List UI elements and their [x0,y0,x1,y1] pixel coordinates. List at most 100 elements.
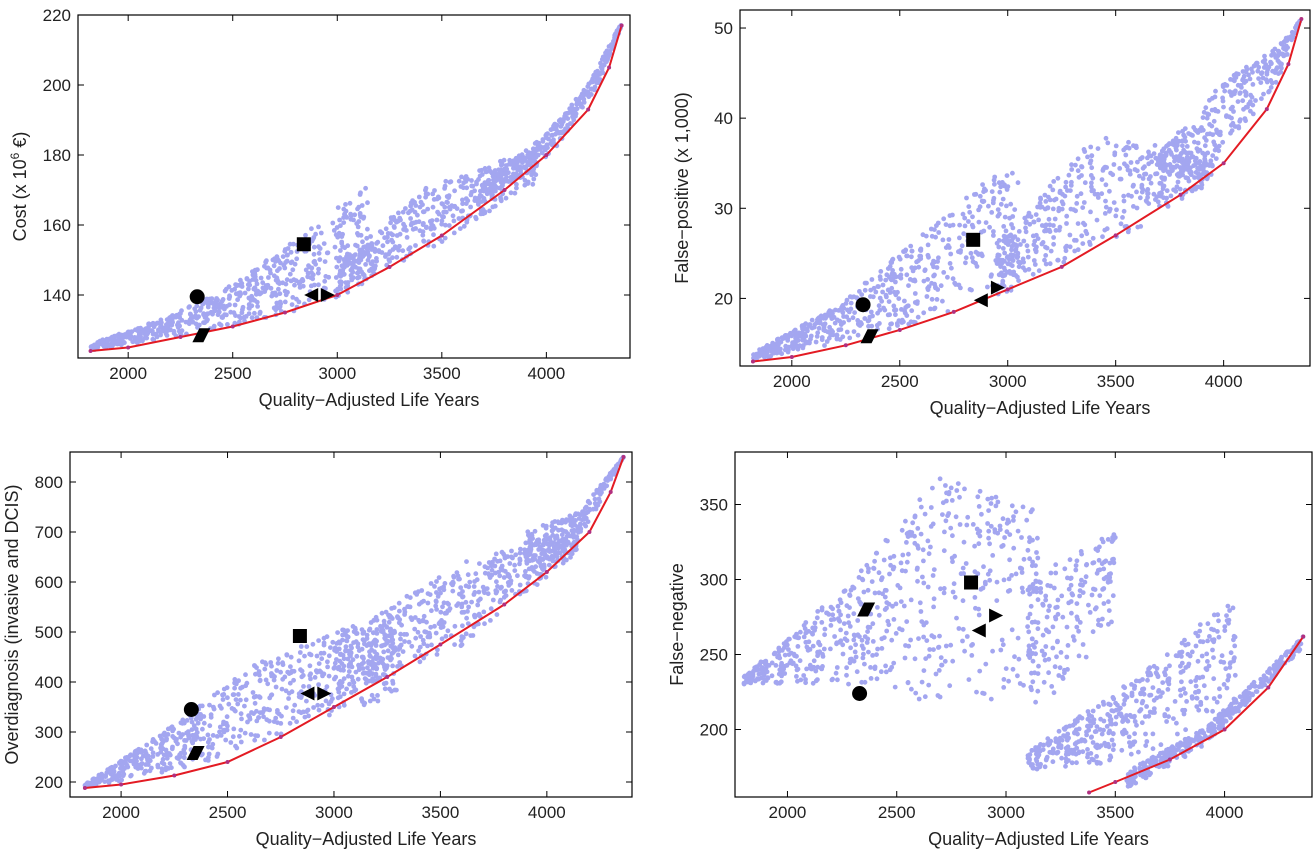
scatter-point [1262,53,1267,59]
scatter-point [488,606,494,612]
scatter-point [348,660,353,665]
scatter-point [1057,665,1063,671]
scatter-point [898,599,904,604]
scatter-point [885,538,890,544]
scatter-point [327,712,332,718]
scatter-point [780,336,786,341]
scatter-point [243,672,248,678]
scatter-point [103,344,109,350]
scatter-point [962,648,967,654]
scatter-point [290,267,296,273]
scatter-point [438,590,443,596]
scatter-point [903,305,909,310]
scatter-point [171,726,177,732]
scatter-point [868,309,874,315]
scatter-point [311,244,317,250]
scatter-point [1064,654,1070,660]
scatter-point [957,522,963,527]
scatter-point [948,525,954,531]
scatter-point [338,248,343,253]
scatter-point [594,73,600,79]
scatter-point [377,229,383,235]
scatter-point [321,241,327,247]
scatter-point [523,569,528,574]
scatter-point [1024,517,1030,523]
scatter-point [1087,242,1093,248]
scatter-point [562,547,568,552]
scatter-point [797,658,803,664]
scatter-point [207,723,213,729]
scatter-point [347,200,353,206]
scatter-point [208,714,214,720]
scatter-point [920,547,926,553]
scatter-point [375,698,381,704]
scatter-point [1040,240,1046,245]
scatter-point [538,556,543,562]
scatter-point [1027,556,1032,562]
scatter-point [341,206,347,212]
scatter-point [527,544,533,550]
scatter-point [490,192,495,198]
scatter-point [351,680,357,685]
scatter-point [991,229,996,234]
scatter-point [334,264,340,270]
scatter-point [988,501,994,506]
scatter-point [1033,571,1039,577]
scatter-point [1003,240,1009,246]
scatter-point [342,260,348,266]
scatter-point [802,626,808,632]
scatter-point [243,683,249,689]
scatter-point [904,272,910,278]
scatter-point [1111,200,1117,206]
scatter-point [955,481,961,486]
scatter-point [296,299,302,305]
scatter-point [1027,611,1033,617]
scatter-point [460,635,466,640]
scatter-point [928,505,934,510]
scatter-point [1200,115,1206,120]
scatter-point [806,639,812,645]
scatter-point [582,505,588,511]
scatter-point [1148,180,1154,186]
scatter-point [980,182,985,188]
scatter-point [1053,228,1059,233]
scatter-point [1121,147,1127,153]
scatter-point [175,741,180,747]
scatter-point [1000,278,1006,284]
scatter-point [786,652,792,657]
scatter-point [263,677,269,683]
scatter-point [285,289,290,295]
scatter-point [481,609,487,615]
scatter-point [1023,220,1029,226]
scatter-point [1101,566,1107,572]
scatter-point [1075,156,1081,162]
scatter-point [243,697,249,703]
scatter-point [888,562,893,568]
scatter-point [544,554,550,560]
scatter-point [942,529,947,535]
scatter-point [420,232,426,238]
scatter-point [497,573,503,579]
scatter-point [1134,189,1139,195]
scatter-point [756,671,762,677]
scatter-point [236,692,241,697]
scatter-point [940,298,945,304]
scatter-point [332,660,338,666]
scatter-point [563,529,569,535]
scatter-point [970,522,976,527]
scatter-point [360,654,366,660]
scatter-point [989,189,995,195]
scatter-point [755,667,761,672]
scatter-point [1113,213,1119,219]
scatter-point [937,694,943,700]
scatter-point [339,239,345,245]
scatter-point [341,220,347,226]
scatter-point [1213,156,1219,162]
scatter-point [1101,586,1107,591]
scatter-point [815,664,821,670]
scatter-point [936,668,942,673]
scatter-point [363,185,368,191]
scatter-point [1042,257,1047,263]
scatter-point [386,619,392,625]
scatter-point [772,650,778,656]
